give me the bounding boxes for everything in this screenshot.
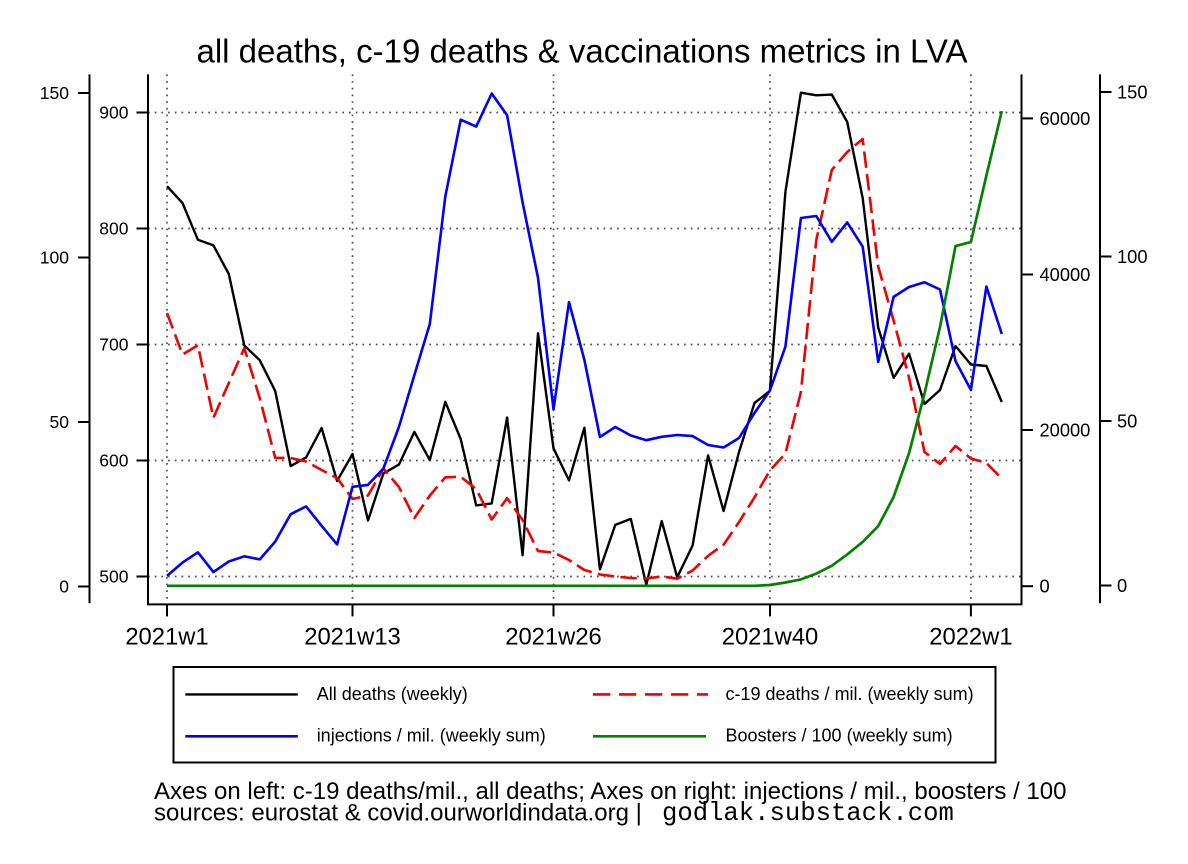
svg-text:150: 150 <box>1117 82 1148 103</box>
svg-text:150: 150 <box>40 83 69 103</box>
svg-text:c-19 deaths / mil. (weekly sum: c-19 deaths / mil. (weekly sum) <box>726 684 974 704</box>
svg-text:800: 800 <box>99 219 128 239</box>
svg-text:100: 100 <box>40 248 69 268</box>
svg-text:all deaths, c-19 deaths & vacc: all deaths, c-19 deaths & vaccinations m… <box>197 33 968 70</box>
svg-text:Axes on left: c-19 deaths/mil.: Axes on left: c-19 deaths/mil., all deat… <box>154 778 1066 805</box>
svg-text:50: 50 <box>50 412 70 432</box>
svg-text:40000: 40000 <box>1040 264 1091 285</box>
svg-text:2021w26: 2021w26 <box>505 624 602 651</box>
svg-text:20000: 20000 <box>1040 420 1091 441</box>
svg-text:700: 700 <box>99 335 128 355</box>
svg-text:0: 0 <box>59 577 69 597</box>
svg-text:Boosters / 100 (weekly sum): Boosters / 100 (weekly sum) <box>726 726 953 746</box>
svg-text:50: 50 <box>1117 411 1137 432</box>
svg-text:0: 0 <box>1117 575 1127 596</box>
svg-text:600: 600 <box>99 451 128 471</box>
svg-text:900: 900 <box>99 103 128 123</box>
svg-text:2021w13: 2021w13 <box>304 624 401 651</box>
svg-text:All deaths (weekly): All deaths (weekly) <box>317 684 468 704</box>
svg-text:100: 100 <box>1117 246 1148 267</box>
svg-text:500: 500 <box>99 567 128 587</box>
svg-text:sources: eurostat & covid.ourw: sources: eurostat & covid.ourworldindata… <box>154 800 642 827</box>
svg-text:godlak.substack.com: godlak.substack.com <box>662 799 954 828</box>
svg-text:2022w1: 2022w1 <box>929 624 1012 651</box>
svg-text:2021w1: 2021w1 <box>125 624 208 651</box>
svg-text:2021w40: 2021w40 <box>722 624 819 651</box>
svg-text:60000: 60000 <box>1040 108 1091 129</box>
svg-text:0: 0 <box>1040 576 1050 597</box>
svg-text:injections / mil. (weekly sum): injections / mil. (weekly sum) <box>317 726 546 746</box>
